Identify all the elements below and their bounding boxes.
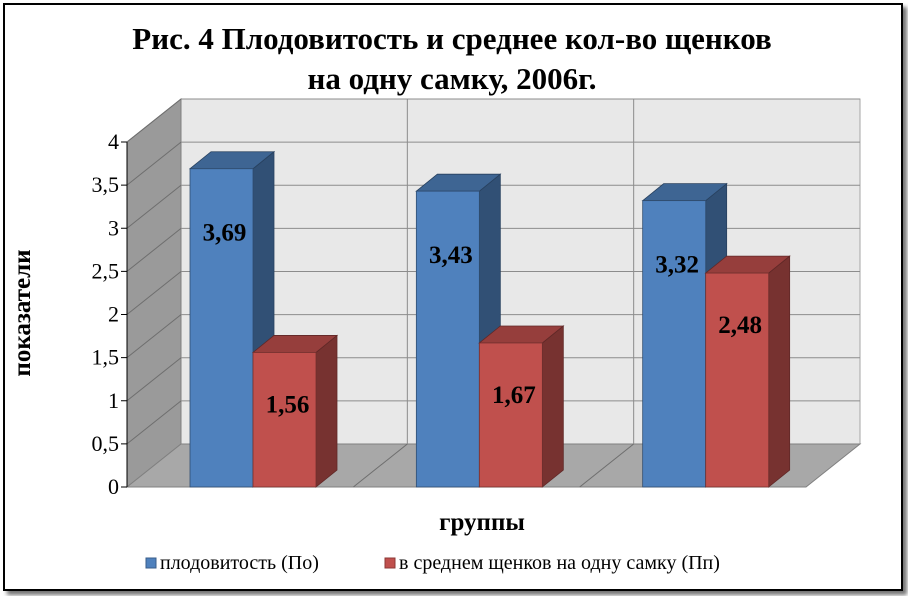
bar-front	[252, 352, 317, 488]
bar-shchenki	[251, 334, 339, 488]
y-tick-label: 2,5	[92, 258, 120, 283]
y-tick-label: 4	[108, 129, 119, 154]
bar-front	[415, 190, 480, 488]
y-tick-label: 1	[108, 388, 119, 413]
legend-swatch-plodovitost	[145, 557, 157, 569]
y-tick-label: 2	[108, 302, 119, 327]
gridline-side	[126, 141, 182, 186]
legend: плодовитость (По) в среднем щенков на од…	[145, 552, 720, 574]
bar-front	[478, 342, 543, 488]
gridline-side	[126, 98, 182, 143]
gridline-side	[126, 184, 182, 229]
bar-side	[768, 255, 791, 488]
x-axis-title: группы	[439, 509, 525, 536]
data-label: 1,56	[266, 391, 310, 418]
y-tick-label: 3	[108, 215, 119, 240]
chart-title-line2: на одну самку, 2006г.	[308, 61, 597, 96]
bar-shchenki	[704, 255, 791, 488]
data-label: 3,43	[429, 242, 473, 269]
bar-side	[541, 325, 564, 488]
y-tick-label: 3,5	[92, 172, 120, 197]
data-label: 2,48	[718, 312, 762, 339]
y-tick-label: 0,5	[92, 431, 120, 456]
data-label: 1,67	[492, 382, 536, 409]
gridline-side	[126, 227, 182, 272]
data-label: 3,69	[203, 220, 247, 247]
bar-shchenki	[478, 325, 565, 488]
gridline-side	[126, 357, 182, 402]
bar-side	[315, 334, 338, 488]
legend-label-shchenki: в среднем щенков на одну самку (Пп)	[399, 552, 720, 574]
chart-title-line1: Рис. 4 Плодовитость и среднее кол-во щен…	[132, 21, 771, 56]
y-axis-title: показатели	[9, 249, 36, 376]
floor-divider	[353, 443, 408, 488]
floor-divider	[579, 443, 634, 488]
data-label: 3,32	[655, 252, 699, 279]
gridline-side	[126, 314, 182, 359]
gridline-side	[126, 400, 182, 445]
bar-front	[642, 200, 707, 488]
bar-front	[189, 168, 254, 488]
legend-label-plodovitost: плодовитость (По)	[160, 552, 319, 574]
gridline-side	[126, 271, 182, 315]
legend-swatch-shchenki	[384, 557, 396, 569]
y-tick-label: 0	[108, 474, 119, 499]
bar-front	[705, 272, 770, 488]
y-tick-label: 1,5	[92, 345, 120, 370]
